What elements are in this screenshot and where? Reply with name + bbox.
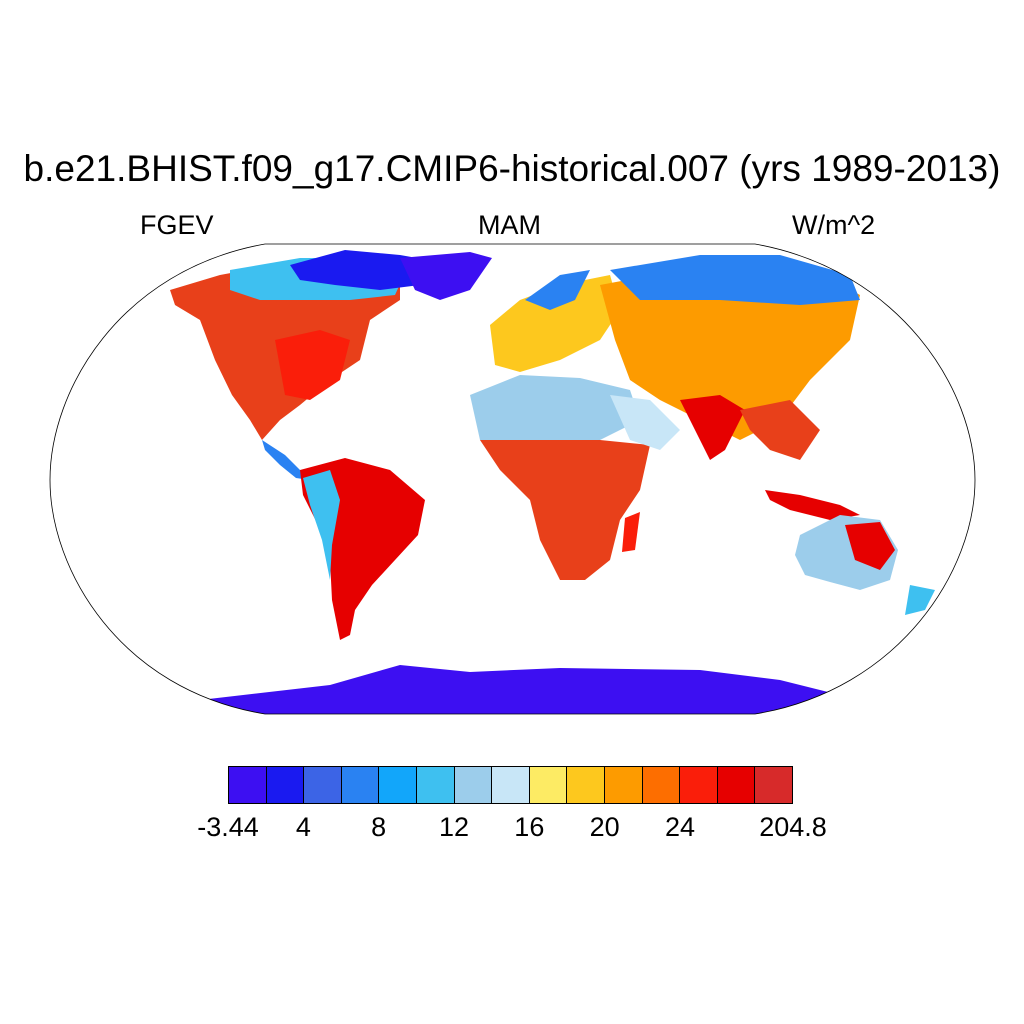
land-antarctica [200, 665, 860, 714]
variable-label: FGEV [140, 210, 214, 240]
colorbar-tick-label: 8 [371, 812, 387, 842]
colorbar-swatch [416, 767, 455, 803]
land-se-asia [740, 400, 820, 460]
land-madagascar [622, 512, 640, 552]
land-australia-east [845, 522, 895, 570]
land-indonesia [765, 490, 860, 520]
colorbar-swatch [266, 767, 305, 803]
land-greenland [400, 252, 492, 300]
colorbar-tick-label: 12 [438, 812, 470, 842]
land-central-america [262, 440, 310, 480]
colorbar-tick-label: 24 [664, 812, 696, 842]
plot-title: b.e21.BHIST.f09_g17.CMIP6-historical.007… [23, 148, 1001, 189]
map-boundary [49, 243, 976, 715]
land-india [680, 395, 745, 460]
land-sa-west [303, 470, 340, 580]
colorbar-tick-label: 20 [589, 812, 620, 842]
land-africa-central [480, 440, 650, 580]
colorbar-tick-label: 16 [514, 812, 545, 842]
colorbar-swatch [229, 767, 267, 803]
colorbar-tick-label: 4 [295, 812, 311, 842]
land-siberia [610, 255, 860, 305]
colorbar-swatch [492, 767, 530, 803]
colorbar-swatch [529, 767, 568, 803]
land-scandinavia [525, 270, 590, 310]
colorbar-tick-label: 204.8 [759, 812, 827, 842]
colorbar [228, 766, 793, 804]
season-label: MAM [478, 210, 541, 240]
colorbar-swatch [642, 767, 681, 803]
colorbar-swatch [680, 767, 718, 803]
colorbar-swatch [717, 767, 756, 803]
colorbar-swatch [341, 767, 380, 803]
land-europe [490, 275, 620, 372]
colorbar-swatch [379, 767, 417, 803]
land-arabia [610, 395, 680, 450]
land-africa-north [470, 375, 640, 440]
colorbar-swatch [304, 767, 342, 803]
land-us-east [275, 330, 350, 400]
colorbar-swatch [454, 767, 493, 803]
colorbar-labels: -3.44 4 8 12 16 20 24 204.8 [0, 812, 1024, 852]
colorbar-swatch [604, 767, 643, 803]
land-asia [600, 268, 860, 440]
colorbar-swatch [567, 767, 605, 803]
units-label: W/m^2 [792, 210, 876, 240]
colorbar-swatch [755, 767, 792, 803]
colorbar-tick-label: -3.44 [197, 812, 259, 842]
land-new-zealand [905, 585, 935, 615]
